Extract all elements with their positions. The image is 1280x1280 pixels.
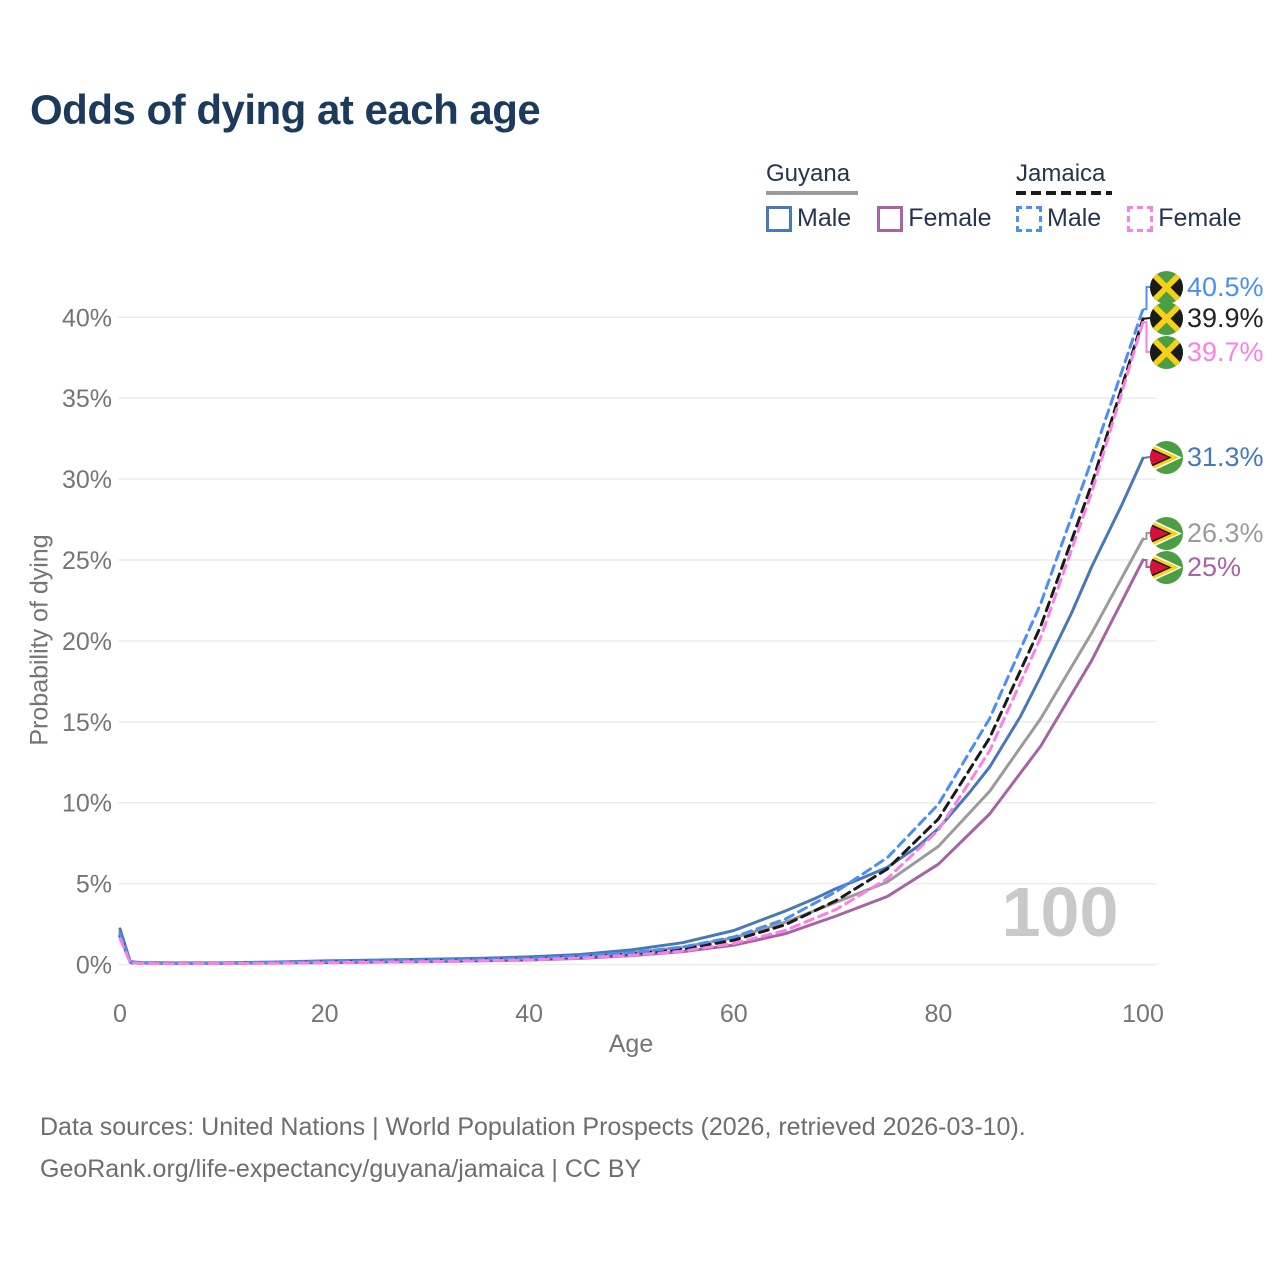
legend-country-guyana: Guyana (766, 160, 851, 187)
end-value-jamaica-both: 39.9% (1187, 302, 1264, 333)
guyana-flag-icon (1150, 550, 1183, 584)
x-axis-title: Age (609, 1030, 653, 1058)
x-tick-100: 100 (1122, 1000, 1164, 1028)
age-indicator-watermark: 100 (1001, 873, 1119, 951)
x-tick-60: 60 (720, 1000, 748, 1028)
legend-group-jamaica: Jamaica Male Female (1016, 160, 1268, 233)
end-label-guyana-female: 25% (1150, 550, 1241, 584)
legend-item-guyana-female: Female (877, 204, 992, 233)
x-tick-80: 80 (924, 1000, 952, 1028)
jamaica-flag-icon (1150, 301, 1183, 335)
jamaica-male-swatch (1016, 205, 1042, 232)
leader-line-guyana-male (1142, 456, 1151, 460)
legend-label-jamaica-male: Male (1047, 204, 1102, 232)
leader-line-jamaica-both (1142, 317, 1151, 320)
legend-linestyle-jamaica (1016, 191, 1112, 195)
legend-label-guyana-male: Male (797, 204, 852, 232)
footer-attribution: GeoRank.org/life-expectancy/guyana/jamai… (40, 1155, 642, 1183)
y-axis-title: Probability of dying (25, 534, 54, 746)
legend-group-guyana: Guyana Male Female (766, 160, 1018, 233)
end-label-jamaica-both: 39.9% (1150, 301, 1264, 335)
jamaica-flag-icon (1150, 335, 1183, 369)
legend-label-guyana-female: Female (908, 204, 992, 232)
guyana-male-swatch (766, 205, 792, 232)
end-value-guyana-both: 26.3% (1187, 517, 1264, 548)
legend-item-guyana-male: Male (766, 204, 851, 233)
jamaica-female-swatch (1127, 205, 1154, 232)
end-value-guyana-female: 25% (1187, 551, 1242, 582)
footer-data-sources: Data sources: United Nations | World Pop… (40, 1113, 1026, 1141)
legend-label-jamaica-female: Female (1158, 204, 1242, 232)
legend-item-jamaica-female: Female (1127, 204, 1242, 233)
end-value-guyana-male: 31.3% (1187, 441, 1264, 472)
legend-linestyle-guyana (766, 191, 858, 195)
legend-country-jamaica: Jamaica (1016, 160, 1106, 187)
x-tick-20: 20 (311, 1000, 339, 1028)
guyana-flag-icon (1150, 516, 1183, 550)
x-tick-40: 40 (515, 1000, 543, 1028)
end-label-jamaica-female: 39.7% (1150, 335, 1264, 369)
footer: Data sources: United Nations | World Pop… (40, 1106, 1026, 1190)
y-tick-35: 35% (62, 385, 112, 413)
y-tick-0: 0% (76, 952, 112, 980)
series-line-jamaica-female (118, 320, 1145, 966)
legend-item-jamaica-male: Male (1016, 204, 1101, 233)
leader-line-guyana-female (1143, 559, 1150, 568)
guyana-female-swatch (877, 205, 904, 232)
x-tick-0: 0 (113, 1000, 127, 1028)
y-tick-20: 20% (62, 628, 112, 656)
end-label-guyana-male: 31.3% (1150, 440, 1264, 474)
page-title: Odds of dying at each age (30, 86, 541, 133)
y-tick-5: 5% (76, 871, 112, 899)
y-tick-10: 10% (62, 790, 112, 818)
end-label-jamaica-male: 40.5% (1150, 270, 1264, 304)
leader-line-guyana-both (1143, 532, 1150, 540)
y-tick-15: 15% (62, 709, 112, 737)
y-tick-40: 40% (62, 304, 112, 332)
leader-line-jamaica-female (1143, 321, 1150, 353)
series-line-jamaica-male (118, 307, 1145, 965)
end-label-guyana-both: 26.3% (1150, 516, 1264, 550)
y-tick-30: 30% (62, 466, 112, 494)
leader-line-jamaica-male (1143, 286, 1150, 311)
guyana-flag-icon (1150, 440, 1183, 474)
end-value-jamaica-male: 40.5% (1187, 271, 1264, 302)
y-tick-25: 25% (62, 547, 112, 575)
jamaica-flag-icon (1150, 270, 1183, 304)
end-value-jamaica-female: 39.7% (1187, 336, 1264, 367)
